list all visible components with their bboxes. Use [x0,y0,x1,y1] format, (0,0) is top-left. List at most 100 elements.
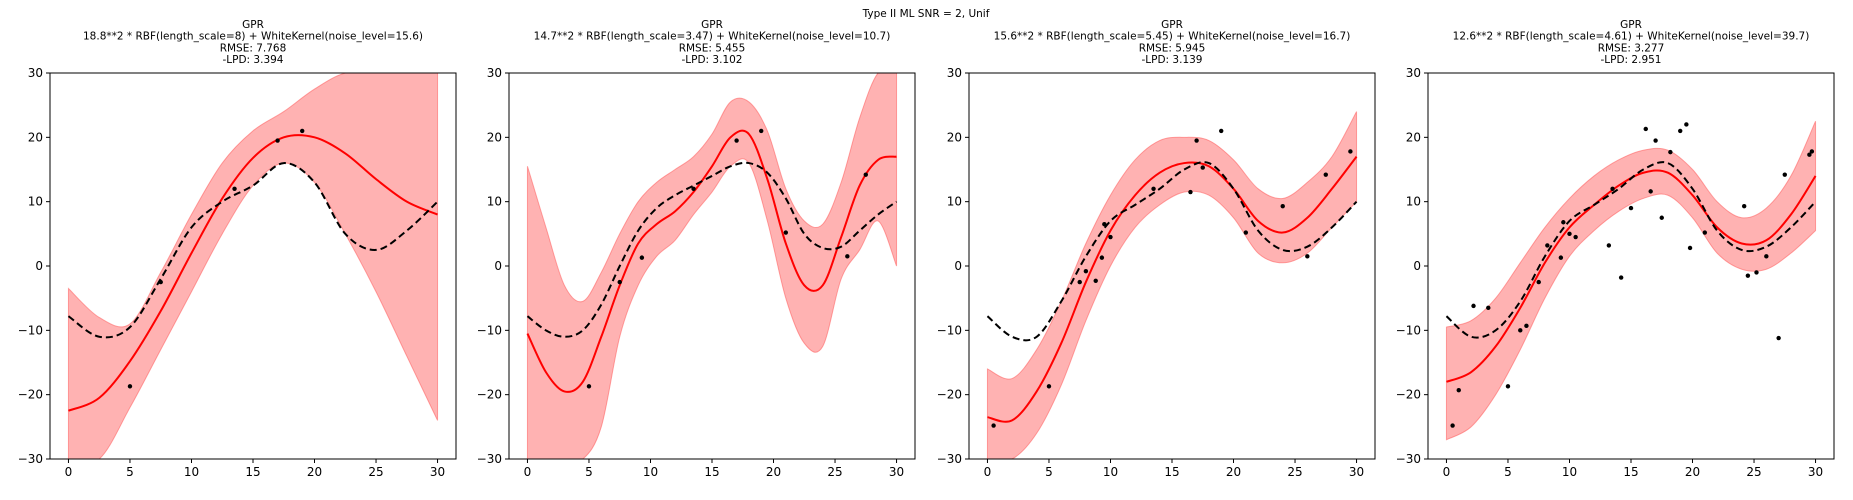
data-point [1653,138,1658,143]
x-tick-label: 25 [368,465,383,479]
data-point [1782,172,1787,177]
title-line-4: -LPD: 3.102 [682,54,743,66]
data-point [1151,186,1156,191]
data-point [1348,149,1353,154]
data-point [1684,122,1689,127]
data-point [1567,231,1572,237]
x-tick-label: 15 [1164,465,1179,479]
confidence-band [67,73,439,459]
y-tick-label: 0 [954,259,962,273]
title-line-4: -LPD: 3.139 [1142,54,1203,66]
y-tick-label: −30 [1396,452,1421,466]
x-tick-label: 0 [984,465,992,479]
data-point [617,279,622,285]
y-tick-label: 30 [28,66,43,80]
figure-suptitle: Type II ML SNR = 2, Unif [862,8,990,20]
data-point [1536,279,1541,285]
x-tick-label: 10 [184,465,199,479]
data-point [1108,234,1113,240]
data-point [691,186,696,191]
x-tick-label: 5 [1045,465,1053,479]
data-point [863,172,868,177]
x-tick-label: 20 [766,465,781,479]
data-point [1518,328,1523,333]
data-point [1102,221,1107,227]
title-line-3: RMSE: 3.277 [1598,42,1665,54]
data-point [1194,138,1199,143]
y-tick-label: 10 [947,195,962,209]
data-point [1807,152,1812,157]
true-function-line [526,161,898,338]
data-point [1561,220,1566,225]
data-point [1305,254,1310,259]
data-point [991,423,996,428]
data-point [1741,203,1747,209]
data-point [127,384,133,389]
data-point [586,384,592,389]
data-point [1610,186,1615,191]
x-tick-label: 20 [1226,465,1241,479]
x-tick-label: 15 [1623,465,1638,479]
y-tick-label: −30 [18,452,43,466]
x-tick-label: 0 [65,465,73,479]
data-point [1776,335,1781,341]
y-tick-label: −10 [937,323,962,337]
x-tick-label: 25 [1746,465,1761,479]
data-point [1809,149,1815,154]
data-point [1083,268,1089,274]
y-tick-label: 20 [947,130,962,144]
x-tick-label: 20 [1685,465,1700,479]
x-tick-label: 30 [1808,465,1823,479]
y-tick-label: −20 [477,388,502,402]
data-point [1558,255,1564,260]
x-tick-label: 25 [1287,465,1302,479]
x-tick-label: 5 [585,465,593,479]
data-point [1745,273,1751,278]
y-tick-label: 0 [1413,259,1421,273]
data-point [1219,128,1224,134]
y-tick-label: −20 [937,388,962,402]
y-tick-label: 20 [487,130,502,144]
data-point [1456,387,1461,393]
title-line-1: GPR [1161,19,1183,31]
data-point [1618,275,1624,280]
data-point [1099,255,1105,260]
title-line-2: 14.7**2 * RBF(length_scale=3.47) + White… [534,31,891,43]
data-point [1606,243,1612,248]
data-point [1505,384,1511,389]
y-tick-label: 10 [487,195,502,209]
data-point [1200,165,1205,170]
data-point [1471,303,1476,309]
data-point [1668,149,1673,155]
y-tick-label: 30 [947,66,962,80]
data-point [1077,279,1082,285]
title-line-1: GPR [242,19,264,31]
data-point [1323,172,1328,177]
x-tick-label: 0 [1443,465,1451,479]
plot-area [526,73,898,459]
data-point [1659,215,1664,220]
confidence-band [1445,121,1817,441]
data-point [1643,126,1648,132]
y-tick-label: −30 [937,452,962,466]
x-tick-label: 10 [1103,465,1118,479]
data-point [1648,189,1653,194]
data-point [1450,423,1455,428]
true-function-line [67,162,439,339]
x-tick-label: 25 [827,465,842,479]
confidence-band [986,111,1358,459]
data-point [1093,278,1098,283]
confidence-band [526,73,898,459]
plot-area [67,73,439,459]
title-line-1: GPR [1620,19,1642,31]
data-point [1188,189,1193,195]
x-tick-label: 10 [643,465,658,479]
x-tick-label: 5 [1504,465,1512,479]
y-tick-label: −30 [477,452,502,466]
y-tick-label: −20 [1396,388,1421,402]
